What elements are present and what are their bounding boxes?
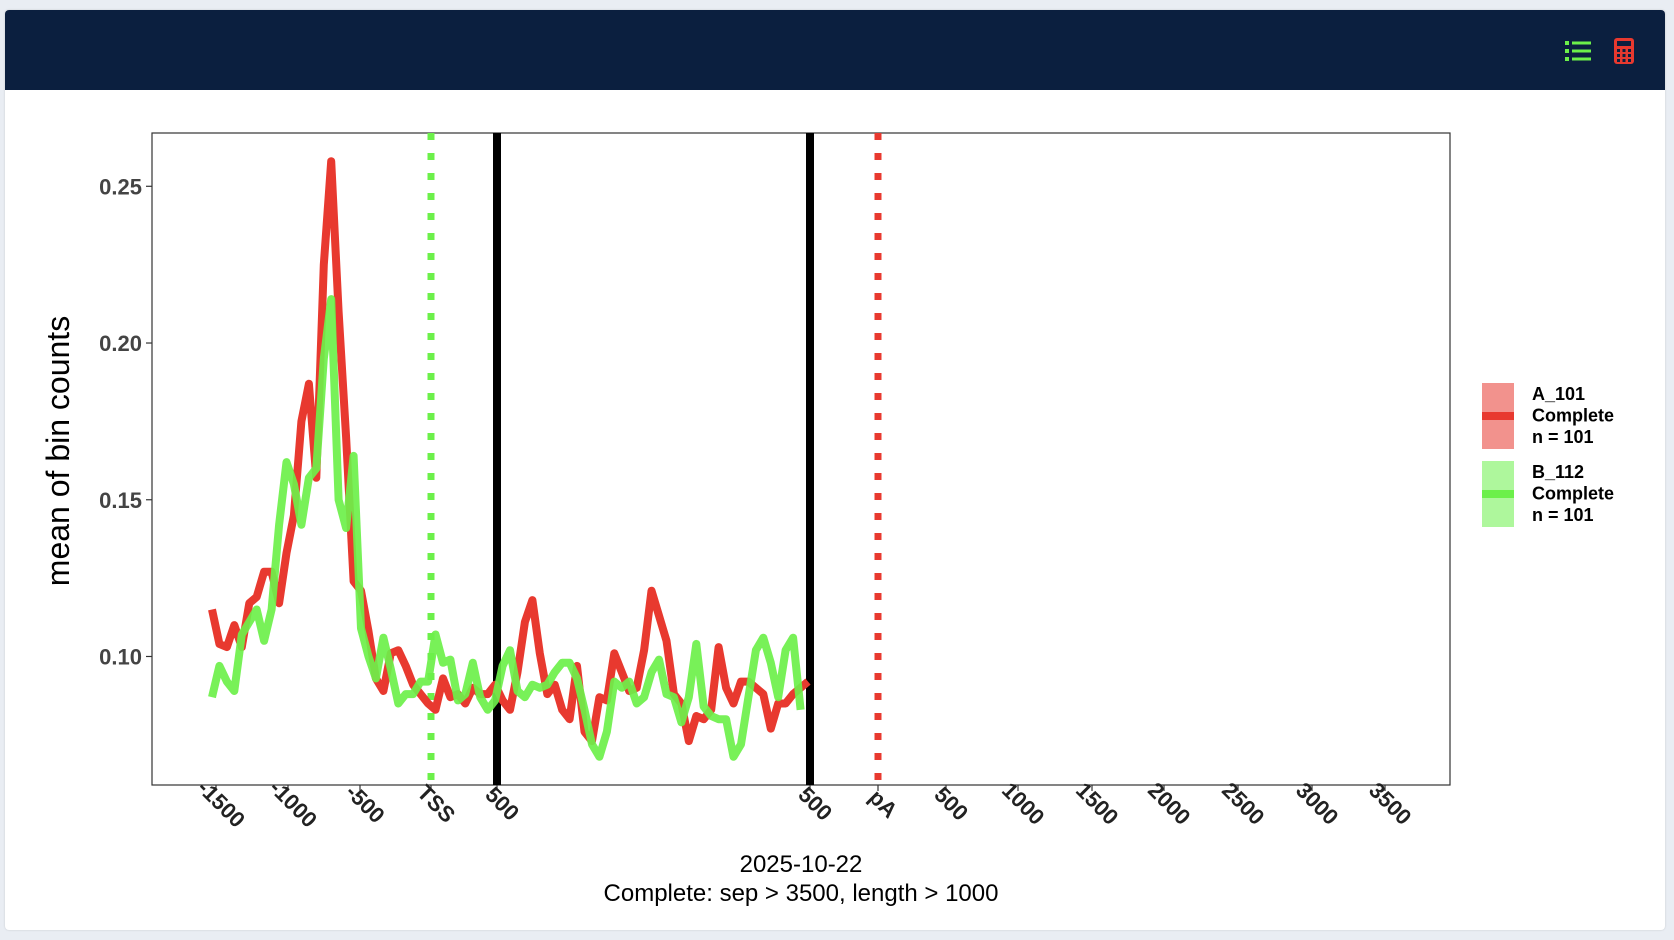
legend-label: n = 101 (1532, 505, 1594, 525)
list-icon-glyph (1565, 41, 1591, 61)
list-icon[interactable] (1561, 34, 1595, 68)
x-tick-label: 500 (929, 782, 973, 826)
x-tick-label: -500 (341, 779, 390, 828)
legend-label: A_101 (1532, 384, 1585, 404)
y-tick-label: 0.10 (99, 644, 142, 669)
series-line-b_112 (208, 295, 805, 761)
x-tick-label: 500 (793, 782, 837, 826)
calculator-icon[interactable] (1607, 34, 1641, 68)
legend-label: B_112 (1532, 462, 1584, 482)
y-tick-label: 0.25 (99, 174, 142, 199)
line-chart: 0.100.150.200.25 -1500 -1000 -500 TSS 500 500… (40, 132, 1614, 907)
legend-label: Complete (1532, 406, 1614, 426)
legend-label: Complete (1532, 484, 1614, 504)
x-tick-label: pA (864, 784, 902, 822)
legend-label: n = 101 (1532, 427, 1594, 447)
x-tick-label: TSS (412, 780, 460, 828)
x-axis-label-line-2: Complete: sep > 3500, length > 1000 (604, 880, 999, 907)
top-bar (5, 10, 1665, 90)
x-tick-label: 500 (480, 782, 524, 826)
x-axis-label-line-1: 2025-10-22 (740, 851, 863, 878)
y-tick-label: 0.20 (99, 331, 142, 356)
calculator-icon-glyph (1614, 38, 1634, 64)
y-axis-label: mean of bin counts (40, 316, 76, 586)
plot-card: 0.10 0.15 0.20 0.25 -1500 -1000 -500 TSS 500 500… (5, 10, 1665, 930)
y-tick-label: 0.15 (99, 488, 142, 513)
